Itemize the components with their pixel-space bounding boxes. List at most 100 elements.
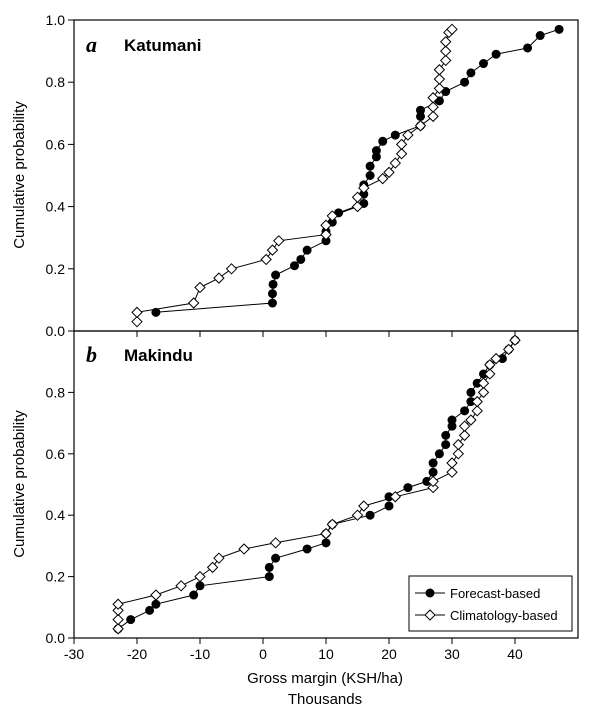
panel-b-forecast-point [264,572,274,582]
panel-b-title: Makindu [124,346,193,365]
panel-a-y-tick-label: 0.8 [46,74,66,90]
panel-b-forecast-point [195,581,205,591]
panel-a-forecast-point [491,49,501,59]
panel-b-climatology-point [471,395,483,408]
panel-a-climatology-point [389,157,402,169]
panel-a-climatology-point [427,92,439,104]
panel-b-y-tick-label: 0.8 [46,384,66,400]
panel-a-forecast-point [371,146,381,156]
panel-a-climatology-point [358,182,370,194]
panel-b-forecast-point [384,501,394,511]
panel-b-forecast-point [441,440,451,450]
legend-climatology-label: Climatology-based [450,608,558,623]
panel-b-forecast-point [441,430,451,440]
panel-a-climatology-point [427,101,439,113]
panel-b-climatology-point [452,448,465,460]
panel-a-climatology-point [320,228,332,241]
panel-a-forecast-line [155,28,560,313]
panel-b-climatology-point [194,570,206,583]
panel-b-forecast-point [466,387,476,397]
panel-b-climatology-point [112,604,124,617]
panel-b-climatology-point [358,500,370,512]
panel-a-y-tick-label: 0.0 [46,323,66,339]
panel-a-climatology-point [266,244,279,256]
panel-a-forecast-point [365,161,375,171]
panel-b-y-tick-label: 0.4 [46,507,66,523]
panel-b-ylabel: Cumulative probability [11,410,28,558]
panel-a-frame [73,19,579,332]
panel-a-forecast-point [554,24,564,34]
panel-b-climatology-point [465,414,477,426]
panel-b-climatology-point [112,623,124,635]
panel-b-climatology-point [112,613,124,626]
x-tick-label: 20 [381,646,397,662]
panel-a-climatology-point [402,129,414,141]
panel-a-climatology-point [351,200,364,213]
panel-a-forecast-point [290,261,299,271]
panel-b-climatology-point [238,543,250,555]
x-tick-label: 30 [444,646,460,662]
panel-a-forecast-point [416,105,425,115]
panel-a-climatology-point [320,219,332,231]
panel-b-forecast-point [321,538,331,548]
panel-b-climatology-point [458,420,471,432]
panel-a-climatology-point [433,64,446,76]
legend-box [408,575,573,632]
panel-a-climatology-point [351,191,364,203]
panel-a-y-tick-label: 1.0 [46,12,66,28]
panel-a-forecast-point [267,289,277,299]
panel-a-climatology-point [213,272,225,284]
panel-a-y-tick-label: 0.2 [46,261,66,277]
x-tick-label: -10 [190,646,210,662]
x-tick-label: -20 [127,646,147,662]
panel-b-forecast-point [403,483,413,493]
panel-a-climatology-point [414,120,427,132]
panel-b-letter: b [86,342,97,367]
panel-a-climatology-line [136,28,453,322]
panel-b-forecast-point [460,406,470,416]
panel-a-forecast-point [535,31,545,41]
panel-a-climatology-point [260,253,272,266]
panel-a-climatology-point [433,73,446,85]
panel-b-forecast-point [151,599,161,609]
panel-b-climatology-point [320,527,332,540]
panel-b-climatology-point [484,368,496,380]
panel-a-forecast-point [151,307,161,317]
panel-b-forecast-point [428,467,438,477]
panel-a-climatology-point [326,210,339,222]
panel-b-forecast-point [365,510,375,520]
panel-a-climatology-point [439,54,452,67]
panel-a-climatology-point [131,315,143,328]
panel-a-forecast-point [267,298,277,308]
panel-a-ylabel: Cumulative probability [11,101,28,249]
panel-a-forecast-point [378,136,388,146]
panel-b-climatology-point [502,343,515,356]
panel-a-climatology-point [439,36,452,48]
panel-b-forecast-line [117,339,516,630]
panel-a-y-tick-label: 0.4 [46,199,66,215]
panel-a-climatology-point [446,23,458,36]
panel-b-climatology-point [175,580,187,592]
x-tick-label: 40 [507,646,523,662]
panel-a-climatology-point [439,45,452,57]
panel-b-climatology-point [150,589,162,601]
panel-a-climatology-point [194,281,206,294]
panel-b-climatology-point [477,377,490,389]
x-tick-label: -30 [64,646,84,662]
panel-a-climatology-point [433,82,446,95]
panel-b-forecast-point [145,605,155,615]
panel-a-climatology-point [427,110,439,123]
panel-b-climatology-point [471,405,483,417]
panel-b-y-tick-label: 0.2 [46,569,66,585]
panel-b-climatology-point [458,429,471,442]
panel-a-climatology-point [395,138,408,151]
panel-a-forecast-point [296,254,306,264]
panel-b-climatology-point [351,509,364,521]
panel-b-climatology-point [112,598,124,610]
x-axis-units-label: Thousands [288,691,362,708]
panel-a-forecast-point [365,171,375,180]
panel-b-climatology-point [484,359,496,371]
panel-a-letter: a [86,32,97,57]
panel-b-forecast-point [434,449,444,459]
